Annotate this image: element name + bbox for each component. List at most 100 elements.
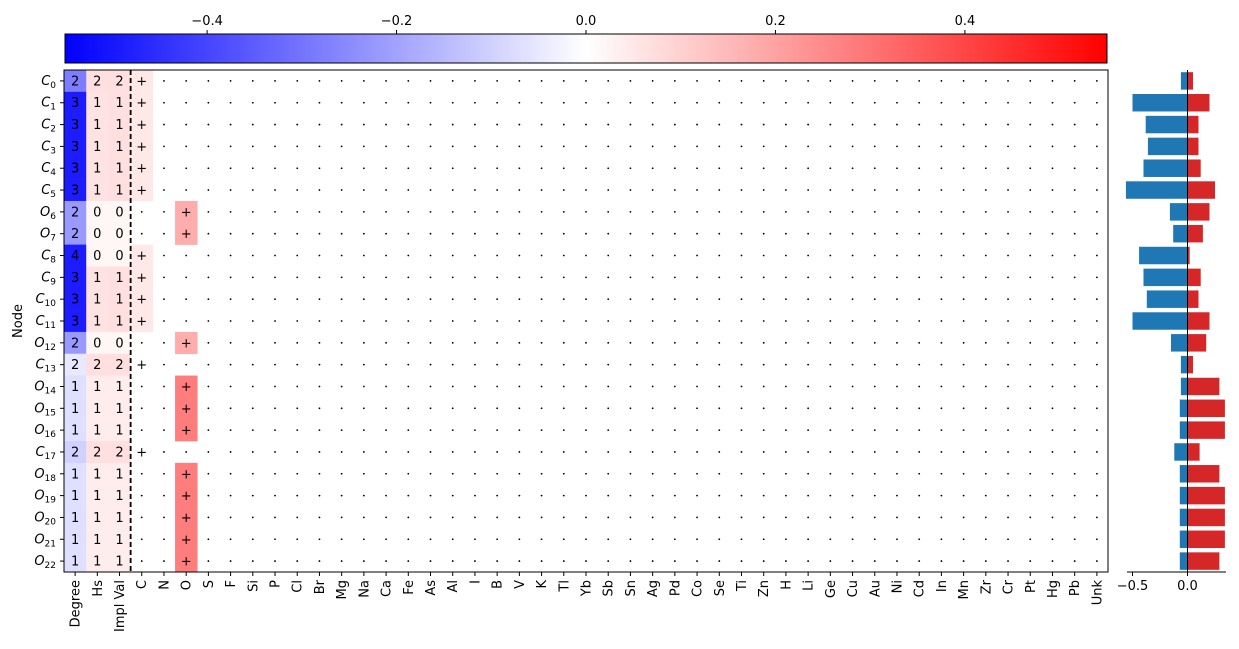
- heatmap-cell: [86, 375, 109, 398]
- row-label: O21: [34, 532, 56, 549]
- heatmap-cell: [64, 484, 87, 507]
- dot-marker: [407, 232, 410, 235]
- plus-marker: +: [181, 489, 192, 504]
- dot-marker: [1051, 407, 1054, 410]
- bar-x-tick-label: 0.0: [1177, 579, 1198, 594]
- dot-marker: [984, 560, 987, 562]
- dot-marker: [762, 341, 765, 344]
- dot-marker: [1007, 363, 1009, 366]
- dot-marker: [1051, 189, 1054, 191]
- dot-marker: [540, 232, 543, 235]
- column-label: P: [269, 580, 284, 588]
- dot-marker: [873, 516, 876, 519]
- dot-marker: [718, 538, 721, 541]
- dot-marker: [851, 451, 854, 453]
- dot-marker: [518, 123, 521, 126]
- heatmap-cell: [108, 441, 131, 464]
- heatmap-cell: [64, 419, 87, 442]
- cell-value: 1: [115, 402, 123, 417]
- dot-marker: [940, 385, 943, 388]
- dot-marker: [362, 538, 365, 541]
- dot-marker: [718, 167, 721, 170]
- dot-marker: [785, 320, 787, 322]
- dot-marker: [785, 560, 787, 562]
- dot-marker: [540, 429, 543, 432]
- dot-marker: [207, 494, 210, 497]
- heatmap-cell: [108, 266, 131, 289]
- dot-marker: [762, 145, 765, 148]
- cell-value: 3: [71, 162, 79, 177]
- dot-marker: [407, 80, 410, 82]
- dot-marker: [851, 560, 854, 562]
- plus-marker: +: [181, 380, 192, 395]
- dot-marker: [163, 101, 165, 104]
- heatmap-cell: [175, 200, 198, 224]
- dot-marker: [785, 254, 787, 257]
- dot-marker: [407, 451, 410, 453]
- cell-value: 0: [115, 249, 123, 264]
- dot-marker: [740, 101, 743, 104]
- dot-marker: [629, 80, 632, 82]
- bar: [1180, 72, 1188, 90]
- dot-marker: [762, 254, 765, 257]
- dot-marker: [385, 298, 387, 301]
- dot-marker: [496, 320, 499, 322]
- dot-marker: [274, 472, 276, 475]
- row-label: C17: [35, 445, 56, 462]
- dot-marker: [385, 494, 387, 497]
- heatmap-cell: [86, 506, 109, 529]
- dot-marker: [229, 472, 232, 475]
- dot-marker: [651, 167, 654, 170]
- dot-marker: [696, 80, 698, 82]
- dot-marker: [629, 538, 632, 541]
- dot-marker: [340, 123, 343, 126]
- dot-marker: [385, 363, 387, 366]
- dot-marker: [962, 451, 965, 453]
- dot-marker: [807, 123, 810, 126]
- dot-marker: [474, 189, 476, 191]
- dot-marker: [385, 123, 387, 126]
- dot-marker: [163, 451, 165, 453]
- dot-marker: [740, 516, 743, 519]
- dot-marker: [940, 560, 943, 562]
- heatmap-cell: [130, 244, 154, 267]
- heatmap-cell: [64, 157, 87, 180]
- dot-marker: [518, 385, 521, 388]
- cell-value: 1: [93, 118, 101, 133]
- dot-marker: [962, 210, 965, 213]
- dot-marker: [918, 232, 921, 235]
- dot-marker: [1095, 210, 1098, 213]
- dot-marker: [851, 538, 854, 541]
- dot-marker: [518, 145, 521, 148]
- dot-marker: [851, 123, 854, 126]
- dot-marker: [984, 407, 987, 410]
- dot-marker: [229, 385, 232, 388]
- dot-marker: [607, 407, 610, 410]
- dot-marker: [1095, 560, 1098, 562]
- heatmap-cell: [64, 528, 87, 551]
- dot-marker: [785, 145, 787, 148]
- dot-marker: [807, 560, 810, 562]
- dot-marker: [651, 538, 654, 541]
- dot-marker: [696, 276, 698, 279]
- dot-marker: [274, 189, 276, 191]
- cell-value: 2: [71, 227, 79, 242]
- heatmap-cell: [175, 462, 198, 485]
- cell-value: 1: [115, 380, 123, 395]
- dot-marker: [318, 538, 321, 541]
- dot-marker: [562, 341, 565, 344]
- dot-marker: [1073, 80, 1076, 82]
- dot-marker: [496, 189, 499, 191]
- dot-marker: [496, 145, 499, 148]
- heatmap-cell: [64, 331, 87, 355]
- dot-marker: [740, 123, 743, 126]
- dot-marker: [1073, 167, 1076, 170]
- column-label: Cl: [291, 580, 306, 593]
- dot-marker: [762, 407, 765, 410]
- dot-marker: [696, 254, 698, 257]
- dot-marker: [207, 101, 210, 104]
- plus-marker: +: [136, 96, 147, 111]
- dot-marker: [451, 560, 454, 562]
- dot-marker: [585, 472, 587, 475]
- dot-marker: [873, 429, 876, 432]
